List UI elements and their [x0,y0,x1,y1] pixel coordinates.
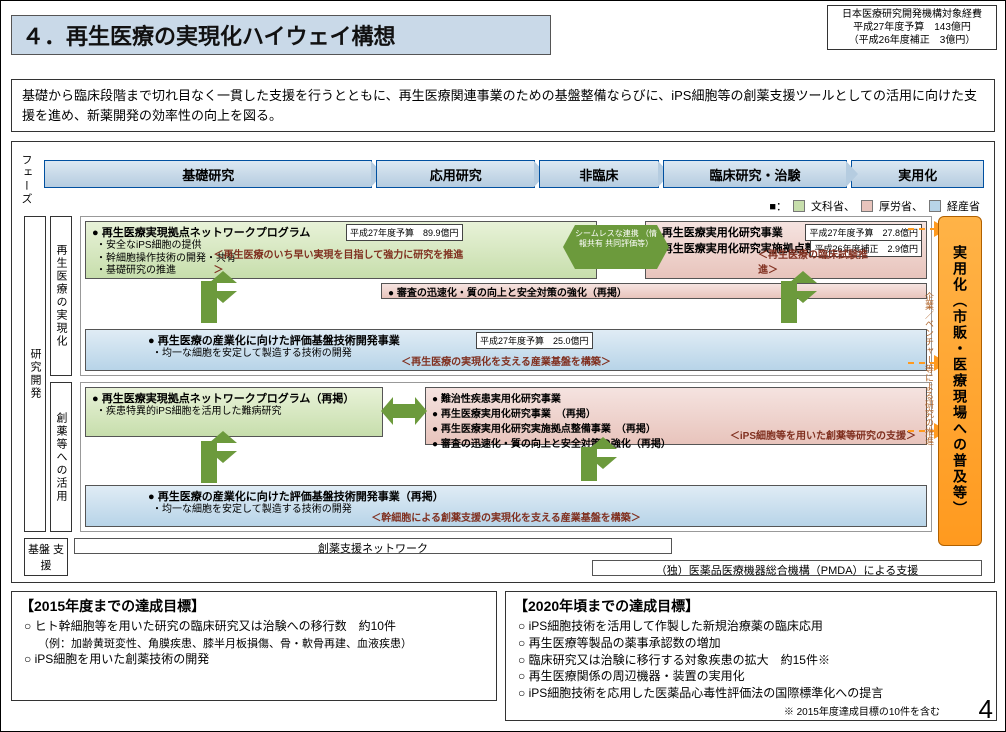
support-pmda: （独）医薬品医療機器総合機構（PMDA）による支援 [592,560,982,576]
goal-2020-title: 【2020年頃までの達成目標】 [514,596,988,616]
goal-2020: 【2020年頃までの達成目標】 iPS細胞技術を活用して作製した新規治療薬の臨床… [505,591,997,721]
goal-2015: 【2015年度までの達成目標】 ヒト幹細胞等を用いた研究の臨床研究又は治験への移… [11,591,497,701]
band2-green: 再生医療実現拠点ネットワークプログラム（再掲） 疾患特異的iPS細胞を活用した難… [85,387,383,437]
band-pink-mid: ● 審査の迅速化・質の向上と安全対策の強化（再掲） [381,283,927,299]
band2-green-title: 再生医療実現拠点ネットワークプログラム（再掲） [92,390,376,406]
vlabel-research: 研究開発 [24,216,46,532]
vlabel-support: 基盤 支援 [24,538,68,576]
page: ４．再生医療の実現化ハイウェイ構想 日本医療研究開発機構対象経費 平成27年度予… [0,0,1006,732]
band-green-1-title: 再生医療実現拠点ネットワークプログラム [92,224,590,240]
g20-foot: ※ 2015年度達成目標の10件を含む [784,703,940,718]
right-practical-box: 実用化（市販・医療現場への普及等） [938,216,982,546]
support-body: 創薬支援ネットワーク （独）医薬品医療機器総合機構（PMDA）による支援 [74,538,982,576]
budget-line-1: 日本医療研究開発機構対象経費 [832,8,992,21]
band2-pink: ● 難治性疾患実用化研究事業 ● 再生医療実用化研究事業 （再掲） ● 再生医療… [425,387,927,445]
description-box: 基礎から臨床段階まで切れ目なく一貫した支援を行うとともに、再生医療関連事業のため… [11,79,995,132]
midblock-0: ● 難治性疾患実用化研究事業 [432,390,920,405]
main-diagram: フェーズ 基礎研究 応用研究 非臨床 臨床研究・治験 実用化 ■： 文科省、 厚… [11,141,995,583]
band2-pink-annot: ＜iPS細胞等を用いた創薬等研究の支援＞ [730,427,916,442]
g20-1: 再生医療等製品の薬事承認数の増加 [518,635,988,652]
phase-clinical: 臨床研究・治験 [663,160,848,188]
harrow [381,397,427,425]
g20-4: iPS細胞技術を応用した医薬品心毒性評価法の国際標準化への提言 [518,685,988,702]
phase-applied: 応用研究 [376,160,535,188]
title-box: ４．再生医療の実現化ハイウェイ構想 [11,15,551,55]
legend-swatch-mext [793,200,805,212]
lane-regen: 再生医療実現拠点ネットワークプログラム 平成27年度予算 89.9億円 安全なi… [80,216,932,376]
legend-prefix: ■： [769,198,787,214]
g15-sub: （例：加齢黄斑変性、角膜疾患、膝半月板損傷、骨・軟骨再建、血液疾患） [20,635,488,651]
goal-2015-list: ヒト幹細胞等を用いた研究の臨床研究又は治験への移行数 約10件 [20,618,488,635]
band2-blue-annot: ＜幹細胞による創薬支援の実現化を支える産業基盤を構築＞ [371,509,640,524]
vlabel-drug: 創薬等への活用 [50,382,72,532]
legend-swatch-mhlw [861,200,873,212]
band-blue-1-budget: 平成27年度予算 25.0億円 [476,332,593,349]
g20-2: 臨床研究又は治験に移行する対象疾患の拡大 約15件※ [518,652,988,669]
dash-1 [908,228,936,230]
seamless-arrow: シームレスな連携 （情報共有 共同評価等） [575,225,657,269]
midblock-1: ● 再生医療実用化研究事業 （再掲） [432,405,920,420]
budget-line-2: 平成27年度予算 143億円 [832,21,992,34]
g20-3: 再生医療関係の周辺機器・装置の実用化 [518,668,988,685]
budget-box: 日本医療研究開発機構対象経費 平成27年度予算 143億円 （平成26年度補正 … [827,5,997,50]
legend-mhlw: 厚労省、 [879,198,923,214]
page-title: ４．再生医療の実現化ハイウェイ構想 [22,19,396,51]
right-note: 企業／ベンチャー等による研究の推進 [922,292,936,522]
g20-0: iPS細胞技術を活用して作製した新規治療薬の臨床応用 [518,618,988,635]
legend-swatch-meti [929,200,941,212]
band2-green-list: 疾患特異的iPS細胞を活用した難病研究 [92,406,376,419]
goal-2020-list: iPS細胞技術を活用して作製した新規治療薬の臨床応用 再生医療等製品の薬事承認数… [514,618,988,702]
vlabel-regen: 再生医療の実現化 [50,216,72,376]
goal-2015-list2: iPS細胞を用いた創薬技術の開発 [20,651,488,668]
band-green-1-annot: ＜再生医療のいち早い実現を目指して強力に研究を推進＞ [214,246,469,276]
band-green-1: 再生医療実現拠点ネットワークプログラム 平成27年度予算 89.9億円 安全なi… [85,221,597,279]
band2-blue: 再生医療の産業化に向けた評価基盤技術開発事業（再掲） 均一な細胞を安定して製造す… [85,485,927,527]
band-green-1-budget: 平成27年度予算 89.9億円 [346,224,463,241]
budget-line-3: （平成26年度補正 3億円） [832,34,992,47]
band2-green-li: 疾患特異的iPS細胞を活用した難病研究 [96,406,376,419]
legend: ■： 文科省、 厚労省、 経産省 [769,198,980,214]
band-blue-1: 再生医療の産業化に向けた評価基盤技術開発事業 平成27年度予算 25.0億円 均… [85,329,927,371]
goal-2015-title: 【2015年度までの達成目標】 [20,596,488,616]
band-pink-1-budget: 平成27年度予算 27.8億円 [805,224,922,241]
phase-basic: 基礎研究 [44,160,372,188]
page-number: 4 [979,694,993,725]
phase-preclinical: 非臨床 [539,160,659,188]
lane-drug: 再生医療実現拠点ネットワークプログラム（再掲） 疾患特異的iPS細胞を活用した難… [80,382,932,532]
g15-0: ヒト幹細胞等を用いた研究の臨床研究又は治験への移行数 約10件 [24,618,488,635]
legend-mext: 文科省、 [811,198,855,214]
band-blue-1-annot: ＜再生医療の実現化を支える産業基盤を構築＞ [401,353,611,368]
phase-axis-label: フェーズ [16,154,34,206]
g15-1: iPS細胞を用いた創薬技術の開発 [24,651,488,668]
phase-practical: 実用化 [851,160,984,188]
band-pink-1: 再生医療実用化研究事業 平成27年度予算 27.8億円 再生医療実用化研究実施拠… [645,221,927,279]
phase-row: 基礎研究 応用研究 非臨床 臨床研究・治験 実用化 [44,160,984,188]
support-network: 創薬支援ネットワーク [74,538,672,554]
legend-meti: 経産省 [947,198,980,214]
band2-blue-title: 再生医療の産業化に向けた評価基盤技術開発事業（再掲） [148,488,920,504]
